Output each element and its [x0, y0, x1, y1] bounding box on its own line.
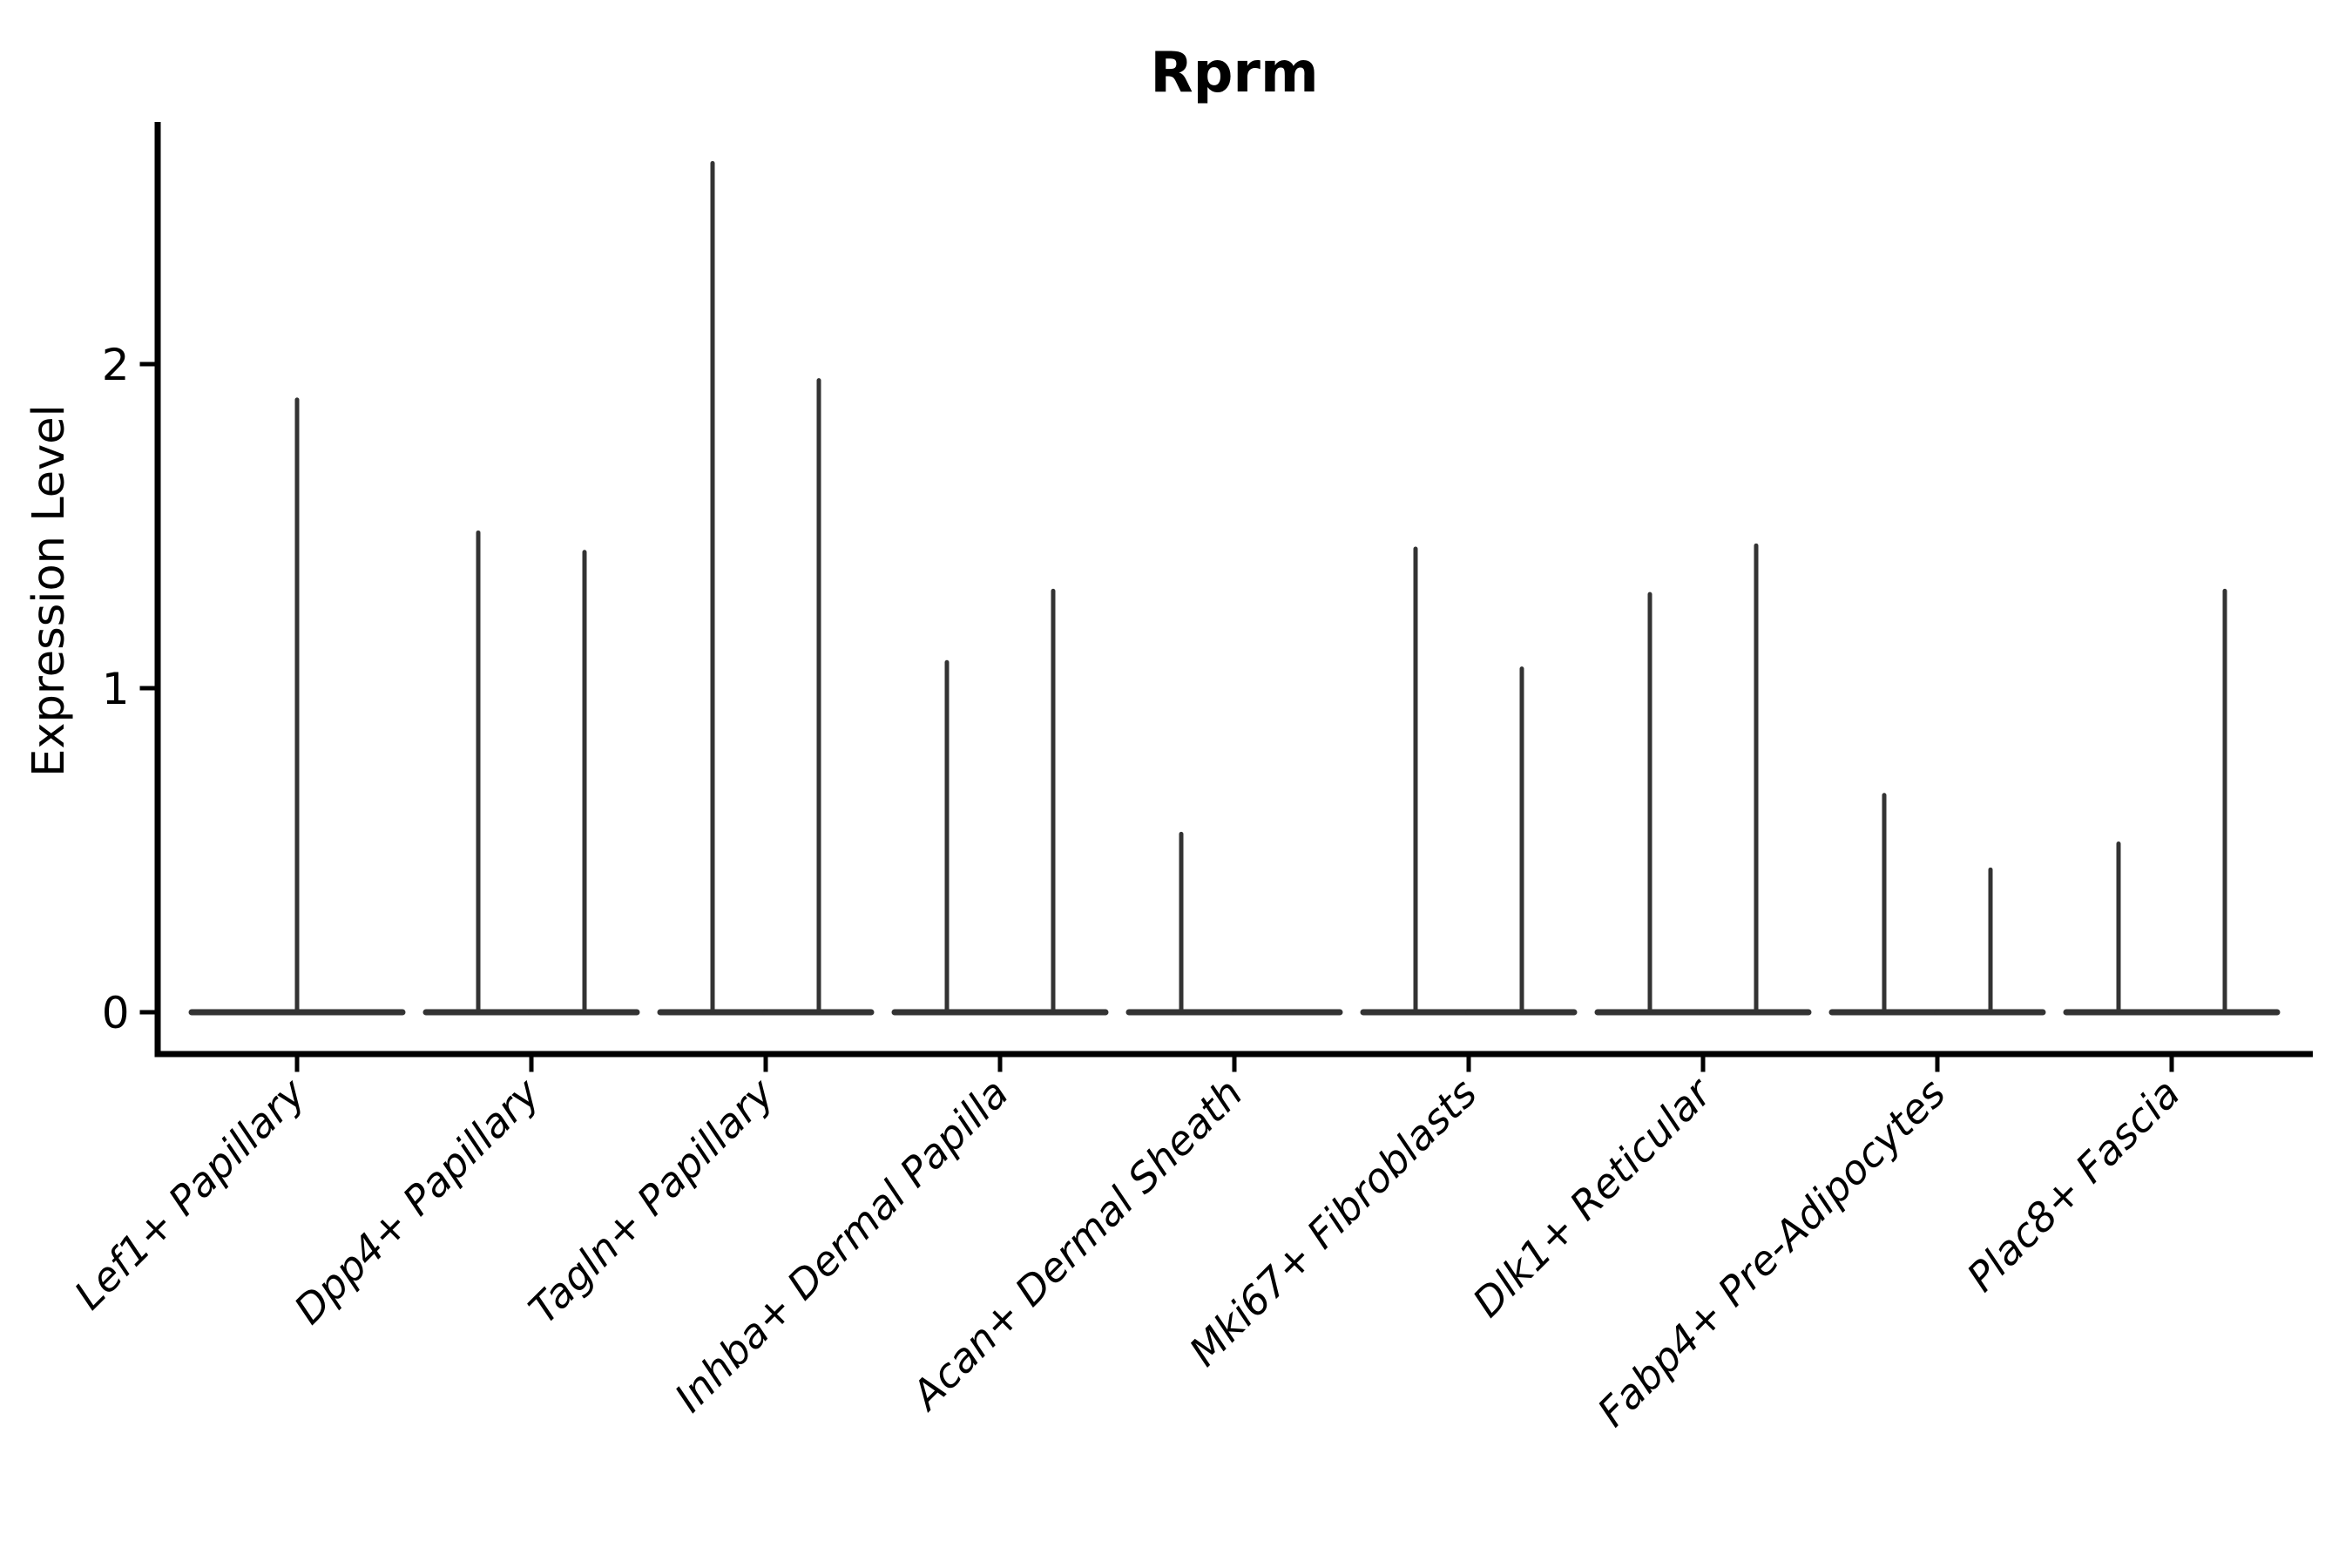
y-tick-label: 1: [102, 664, 130, 714]
x-tick-label: Dlk1+ Reticular: [1463, 1067, 1722, 1326]
violin-layer: [188, 160, 2281, 1016]
y-tick-label: 0: [102, 988, 130, 1038]
x-tick-label: Dpp4+ Papillary: [285, 1069, 549, 1333]
x-tick-label: Plac8+ Fascia: [1957, 1070, 2188, 1301]
x-tick-label: Lef1+ Papillary: [65, 1069, 314, 1318]
x-tick-label: Tagln+ Papillary: [519, 1069, 783, 1333]
y-axis-label: Expression Level: [24, 404, 75, 777]
chart-title: Rprm: [1150, 41, 1318, 105]
axes-layer: 0 1 2: [102, 122, 2313, 1072]
y-tick-label: 2: [102, 340, 130, 390]
